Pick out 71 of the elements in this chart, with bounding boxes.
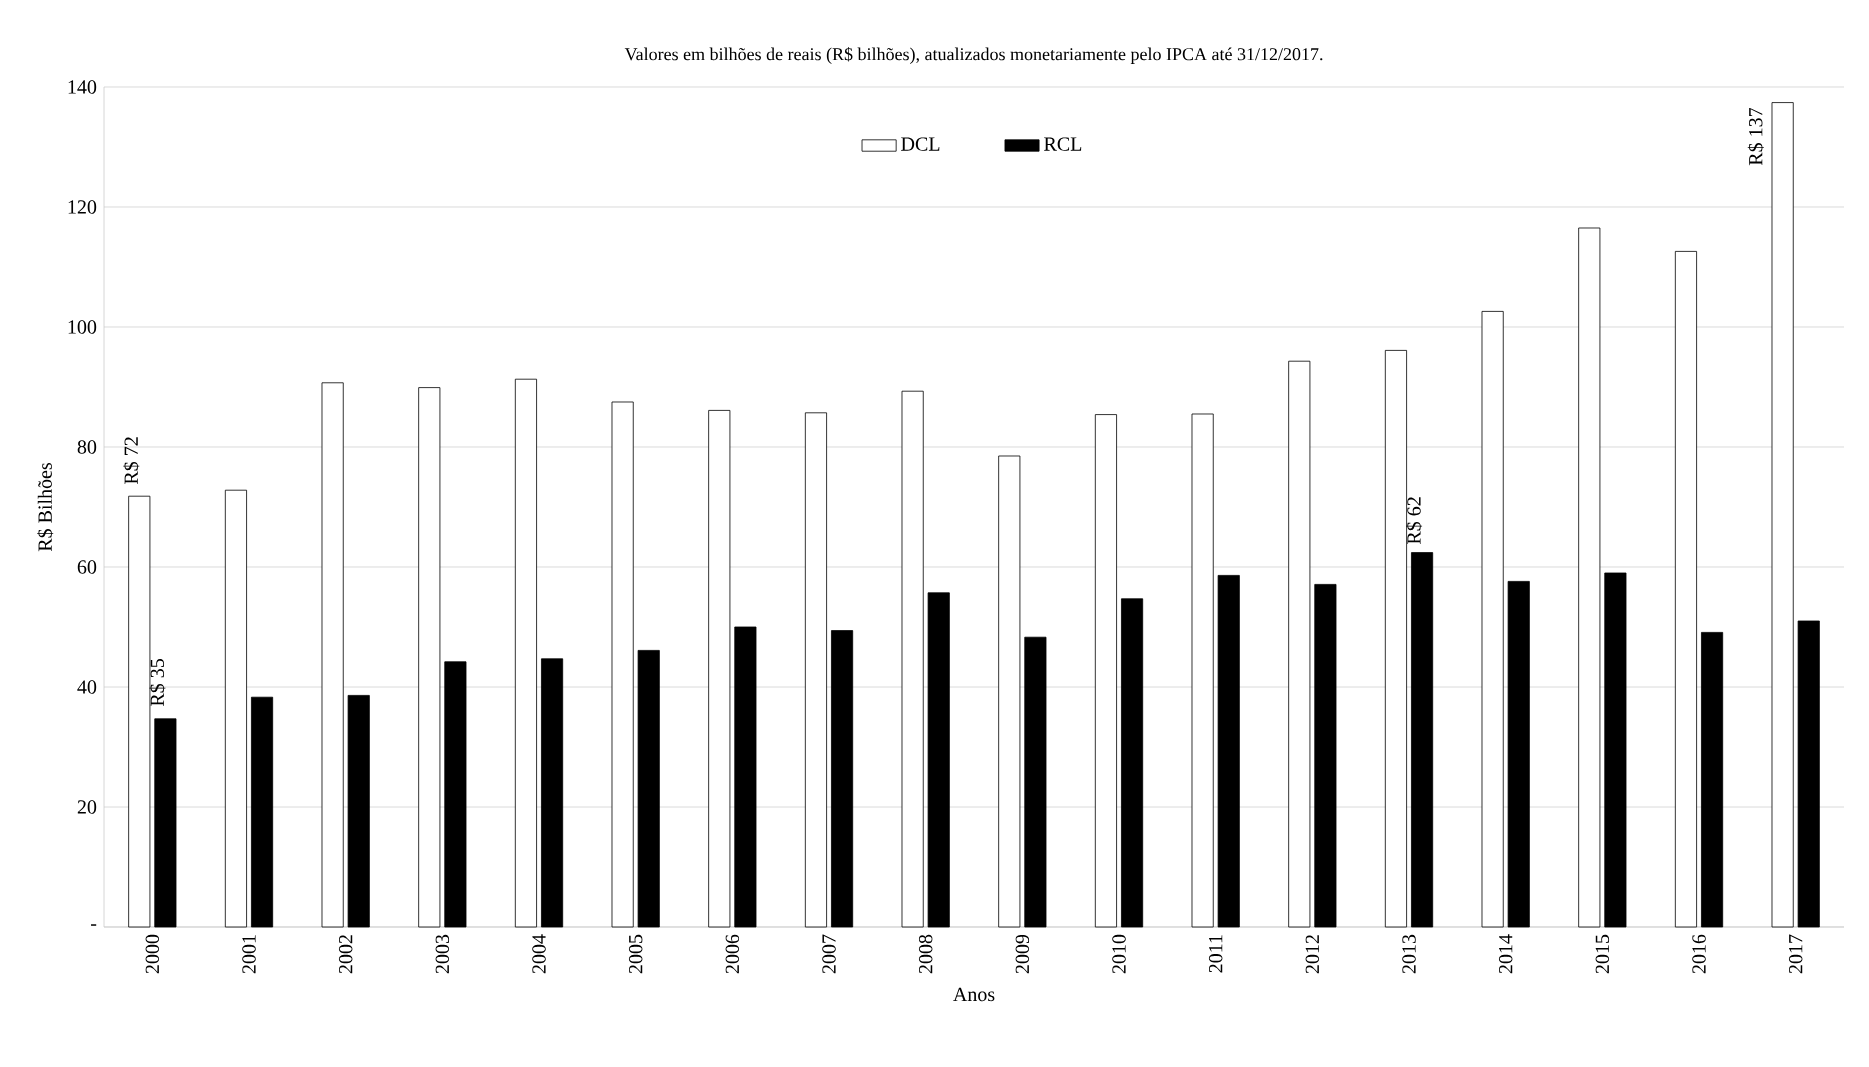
y-tick-label: 40 [77, 680, 97, 694]
bar [154, 718, 177, 928]
bar [1481, 311, 1504, 928]
bar [1797, 620, 1820, 928]
y-tick-label: 60 [77, 560, 97, 574]
y-tick-label: 80 [77, 440, 97, 454]
bar [804, 412, 827, 928]
x-tick-label: 2006 [725, 934, 740, 974]
x-tick-label: 2015 [1595, 934, 1610, 974]
bar [734, 626, 757, 928]
x-tick-label: 2010 [1112, 934, 1126, 974]
annotation: R$ 62 [1406, 497, 1423, 545]
y-tick-label: - [91, 924, 97, 926]
legend-label: RCL [1044, 137, 1082, 151]
x-tick-label: 2001 [242, 935, 256, 974]
chart-subtitle: Valores em bilhões de reais (R$ bilhões), atualizados monetariamente pelo IPCA até 31/12/2017. [624, 47, 1323, 64]
bar [128, 495, 151, 928]
bar [1314, 584, 1337, 928]
bar [514, 378, 537, 928]
bar [901, 390, 924, 928]
x-axis-title: Anos [953, 987, 995, 1002]
bar [1604, 572, 1627, 928]
x-tick-label: 2013 [1402, 934, 1416, 974]
x-tick-label: 2008 [918, 934, 933, 974]
bar [418, 387, 441, 928]
bar [1411, 552, 1434, 928]
bar [321, 382, 344, 928]
bar [1094, 414, 1117, 928]
bar [444, 661, 467, 928]
y-tick-label: 140 [68, 80, 97, 94]
x-tick-label: 2016 [1692, 934, 1706, 974]
x-tick-label: 2014 [1498, 934, 1513, 974]
bar [1771, 102, 1794, 928]
bar [1121, 598, 1144, 928]
annotation: R$ 137 [1747, 107, 1764, 166]
legend-label: DCL [901, 137, 940, 151]
x-tick-label: 2009 [1015, 934, 1030, 974]
x-tick-label: 2007 [822, 934, 836, 974]
bar [1217, 575, 1240, 928]
bar [708, 410, 731, 928]
bar [637, 649, 660, 928]
bar [541, 658, 564, 928]
x-tick-label: 2012 [1305, 935, 1320, 974]
bar [1507, 581, 1530, 928]
y-tick-label: 120 [68, 200, 97, 214]
bar [831, 630, 854, 928]
bar [1674, 251, 1697, 928]
annotation: R$ 72 [123, 437, 140, 485]
bar [998, 455, 1021, 928]
y-tick-label: 100 [68, 320, 97, 334]
bar [1288, 360, 1311, 928]
bar [1191, 413, 1214, 928]
bar [347, 695, 370, 928]
x-tick-label: 2002 [338, 935, 353, 974]
x-tick-label: 2011 [1208, 935, 1223, 973]
x-tick-label: 2005 [628, 934, 643, 974]
x-tick-label: 2017 [1788, 934, 1803, 974]
bar [251, 696, 274, 928]
x-tick-label: 2004 [532, 934, 546, 974]
y-tick-label: 20 [77, 800, 97, 814]
y-axis-title: R$ Bilhões [37, 463, 54, 552]
bar [1024, 636, 1047, 928]
x-tick-label: 2003 [435, 934, 450, 974]
annotation: R$ 35 [149, 659, 166, 707]
bar [611, 401, 634, 928]
x-tick-label: 2000 [145, 934, 160, 974]
bar [1578, 227, 1601, 928]
bar [1384, 349, 1407, 928]
bar [927, 592, 950, 928]
bar [224, 489, 247, 928]
bar [1701, 632, 1724, 928]
